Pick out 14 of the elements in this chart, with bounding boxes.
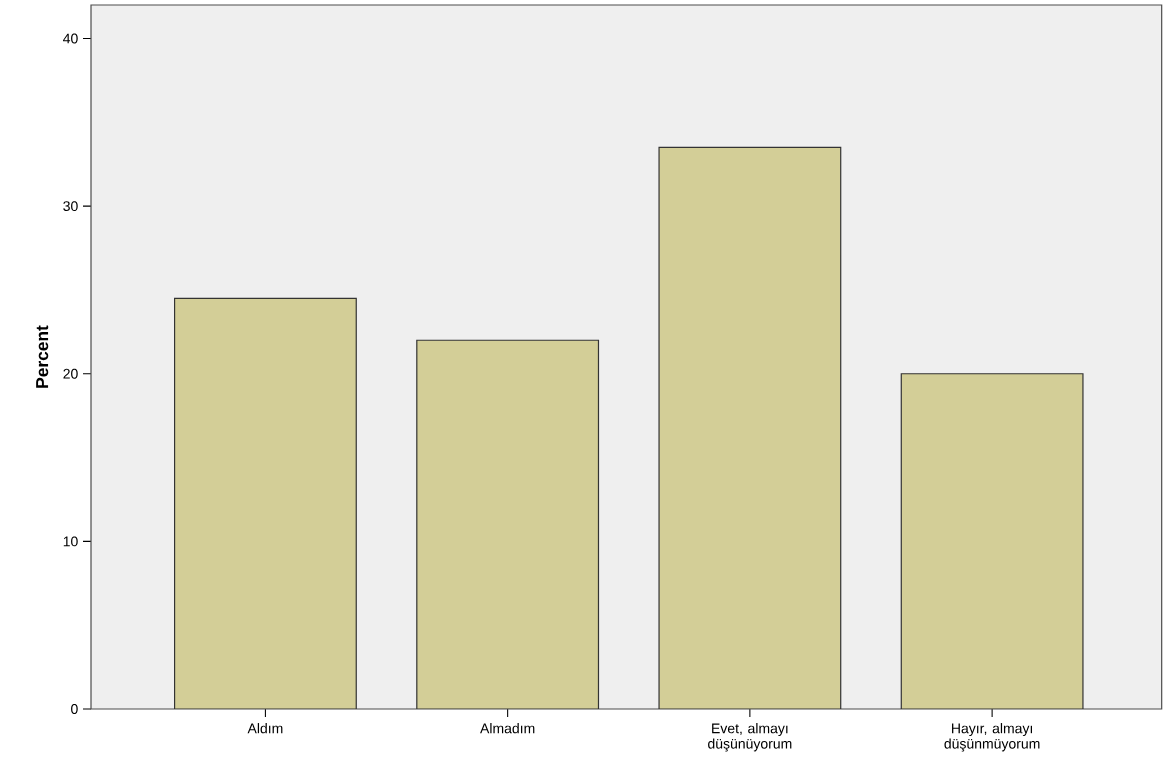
y-tick-label: 0 [71, 704, 78, 714]
x-tick-label: Hayır, almayı düşünmüyorum [944, 723, 1040, 752]
y-axis-title: Percent [36, 325, 49, 388]
y-tick-label: 20 [63, 368, 78, 379]
bar [900, 373, 1084, 709]
x-tick-label: Evet, almayı düşünüyorum [708, 723, 792, 752]
y-tick-label: 30 [63, 201, 78, 212]
bar [173, 297, 357, 709]
y-tick-label: 10 [63, 536, 78, 547]
x-tick-label: Almadım [480, 723, 535, 734]
x-tick-label: Aldım [247, 723, 283, 734]
bar [658, 146, 842, 709]
bar [416, 340, 599, 709]
y-tick-label: 40 [63, 33, 78, 44]
